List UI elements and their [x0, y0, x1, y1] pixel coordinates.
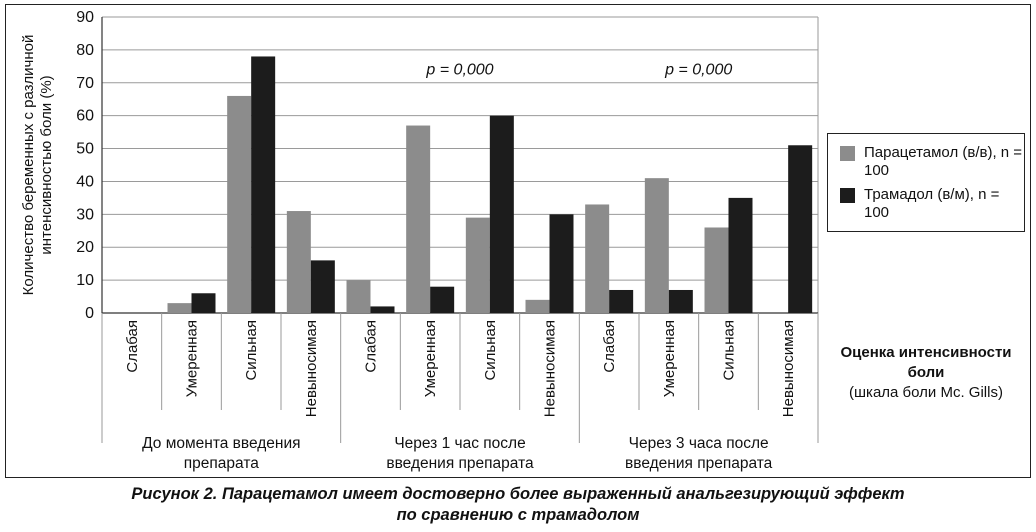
p-value-annotation: p = 0,000	[664, 62, 732, 79]
y-tick-label: 40	[76, 173, 94, 190]
bar-paracetamol	[465, 217, 490, 313]
legend-label-tramadol: Трамадол (в/м), n = 100	[864, 186, 1000, 221]
bar-tramadol	[489, 115, 514, 314]
x-tick-label: Невыносимая	[780, 320, 797, 417]
group-label: Через 3 часа после введения препарата	[625, 435, 773, 472]
x-tick-label: Слабая	[124, 320, 141, 373]
legend-swatch-tramadol	[840, 188, 855, 203]
x-axis-title: Оценка интенсивности боли (шкала боли Mc…	[826, 343, 1026, 403]
x-tick-label: Сильная	[243, 320, 260, 381]
bar-chart: 0 10 20 30 40 50 60 70 80 90 Слабая Умеренная Сильна…	[20, 9, 819, 472]
group-label: До момента введения препарата	[142, 435, 300, 472]
bar-paracetamol	[406, 125, 431, 314]
caption-line-1: Рисунок 2. Парацетамол имеет достоверно …	[131, 485, 905, 503]
y-tick-label: 20	[76, 239, 94, 256]
bar-tramadol	[370, 306, 395, 313]
bar-paracetamol	[346, 280, 371, 313]
bar-paracetamol	[525, 299, 550, 313]
bar-tramadol	[191, 293, 216, 313]
legend-label-paracetamol: Парацетамол (в/в), n = 100	[864, 144, 1023, 179]
x-tick-label: Умеренная	[422, 320, 439, 397]
legend-swatch-paracetamol	[840, 146, 855, 161]
group-label: Через 1 час после введения препарата	[386, 435, 534, 472]
bar-paracetamol	[704, 227, 729, 313]
bar-paracetamol	[227, 95, 252, 313]
y-tick-label: 30	[76, 206, 94, 223]
x-tick-label: Невыносимая	[542, 320, 559, 417]
y-axis-title: Количество беременных с различнойинтенси…	[20, 35, 55, 296]
bar-paracetamol	[286, 211, 311, 313]
bar-tramadol	[310, 260, 335, 313]
bar-paracetamol	[585, 204, 610, 313]
y-tick-label: 10	[76, 272, 94, 289]
y-tick-label: 90	[76, 9, 94, 26]
figure-frame	[5, 4, 1031, 478]
x-tick-label: Слабая	[363, 320, 380, 373]
x-tick-label: Умеренная	[184, 320, 201, 397]
y-tick-label: 80	[76, 42, 94, 59]
bar-tramadol	[549, 214, 574, 313]
bar-tramadol	[668, 289, 693, 313]
x-tick-label: Невыносимая	[303, 320, 320, 417]
y-tick-label: 70	[76, 75, 94, 92]
legend-item-paracetamol: Парацетамол (в/в), n = 100	[840, 144, 1024, 180]
bar-paracetamol	[644, 178, 669, 313]
bar-paracetamol	[167, 303, 192, 313]
x-tick-label: Сильная	[721, 320, 738, 381]
x-axis-title-sub: (шкала боли Mc. Gills)	[849, 384, 1003, 401]
bar-tramadol	[788, 145, 813, 313]
legend: Парацетамол (в/в), n = 100 Трамадол (в/м…	[827, 133, 1025, 232]
caption-line-2: по сравнению с трамадолом	[396, 506, 640, 524]
legend-item-tramadol: Трамадол (в/м), n = 100	[840, 186, 1024, 222]
x-tick-label: Слабая	[601, 320, 618, 373]
y-tick-label: 60	[76, 108, 94, 125]
figure-caption: Рисунок 2. Парацетамол имеет достоверно …	[0, 484, 1036, 526]
y-tick-label: 50	[76, 141, 94, 158]
bar-tramadol	[609, 289, 634, 313]
y-tick-label: 0	[85, 305, 94, 322]
p-value-annotation: p = 0,000	[425, 62, 493, 79]
bar-tramadol	[728, 197, 753, 313]
bar-tramadol	[430, 286, 455, 313]
x-tick-label: Умеренная	[661, 320, 678, 397]
bar-tramadol	[251, 56, 276, 313]
x-tick-label: Сильная	[482, 320, 499, 381]
x-axis-title-main: Оценка интенсивности боли	[840, 344, 1012, 381]
